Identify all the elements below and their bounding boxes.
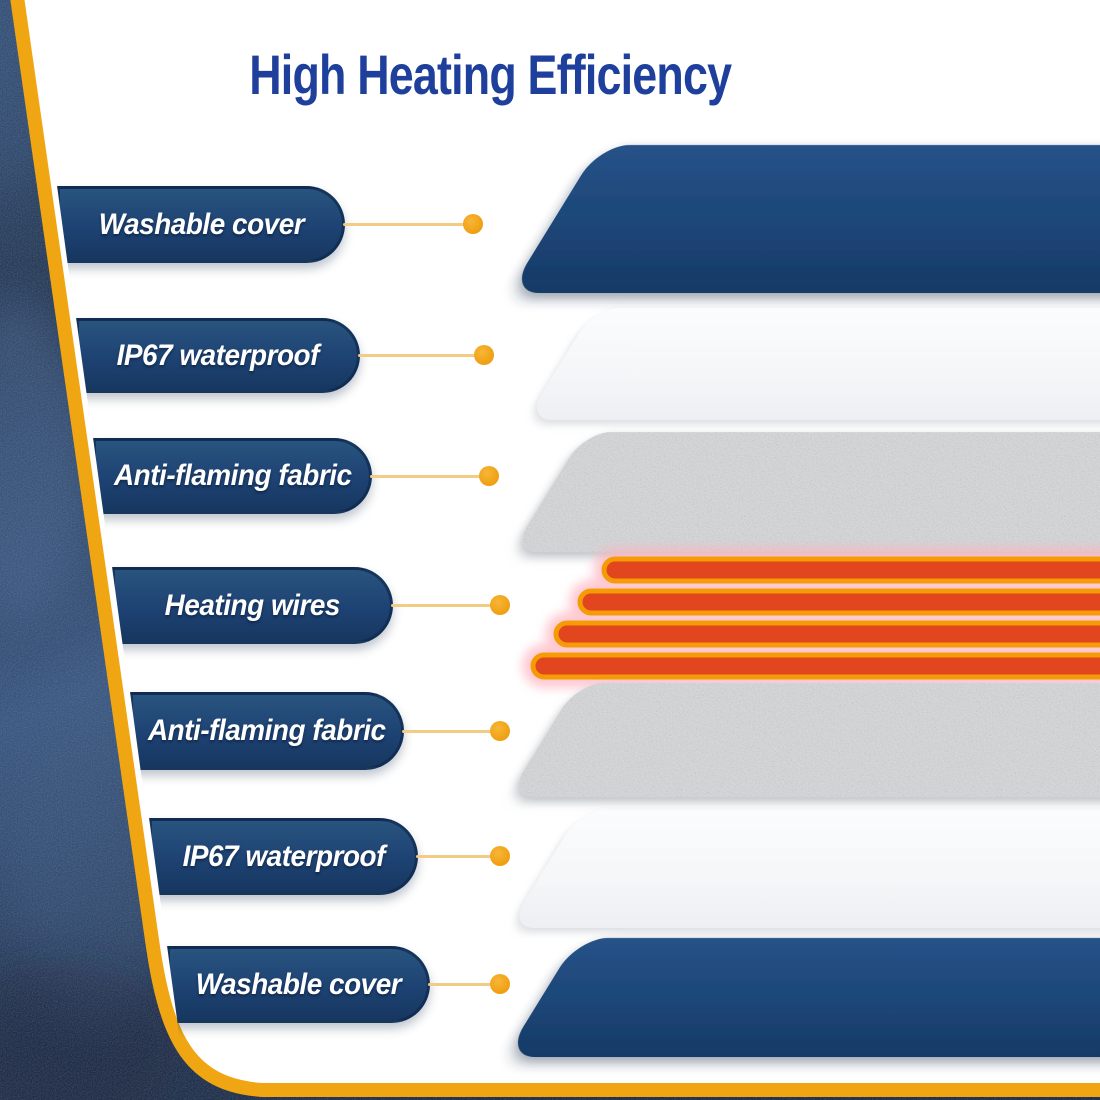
label-pill-anti-flaming-fabric-bottom: Anti-flaming fabric [130, 692, 404, 770]
label-pill-ip67-waterproof-top: IP67 waterproof [76, 318, 360, 393]
page-title: High Heating Efficiency [249, 43, 732, 106]
label-text: Anti-flaming fabric [148, 714, 386, 747]
label-pill-anti-flaming-fabric-top: Anti-flaming fabric [93, 438, 372, 514]
connector-dot [463, 214, 483, 234]
connector-dot [490, 595, 510, 615]
waterproof-sheet-top [537, 308, 1100, 420]
heating-wire-3 [553, 620, 1100, 648]
connector-line [343, 223, 465, 226]
connector-dot [479, 466, 499, 486]
washable-cover-layer-bottom [517, 938, 1100, 1057]
connector-line [391, 604, 492, 607]
label-text: Heating wires [164, 588, 341, 622]
connector-line [370, 475, 481, 478]
anti-flaming-fleece-top [522, 432, 1100, 552]
heating-wire-2 [577, 588, 1100, 616]
connector-dot [474, 345, 494, 365]
washable-cover-layer-top [521, 145, 1100, 293]
label-text: Anti-flaming fabric [113, 459, 352, 492]
connector-line [358, 354, 476, 357]
connector-dot [490, 974, 510, 994]
connector-line [428, 983, 492, 986]
heating-wire-1 [601, 556, 1100, 584]
label-text: Washable cover [98, 207, 304, 241]
label-pill-heating-wires: Heating wires [112, 567, 393, 644]
label-text: IP67 waterproof [182, 839, 385, 873]
anti-flaming-fleece-bottom [519, 683, 1100, 797]
connector-dot [490, 846, 510, 866]
gold-border [10, 0, 1100, 1097]
label-pill-ip67-waterproof-bottom: IP67 waterproof [149, 818, 418, 895]
label-pill-washable-cover-bottom: Washable cover [167, 946, 430, 1023]
waterproof-sheet-bottom [519, 810, 1100, 928]
label-text: IP67 waterproof [116, 338, 320, 372]
label-text: Washable cover [195, 967, 402, 1001]
label-pill-washable-cover-top: Washable cover [57, 186, 345, 263]
connector-dot [490, 721, 510, 741]
heating-wire-4 [530, 652, 1100, 680]
connector-line [402, 730, 492, 733]
heating-wires [522, 548, 1100, 688]
connector-line [416, 855, 492, 858]
